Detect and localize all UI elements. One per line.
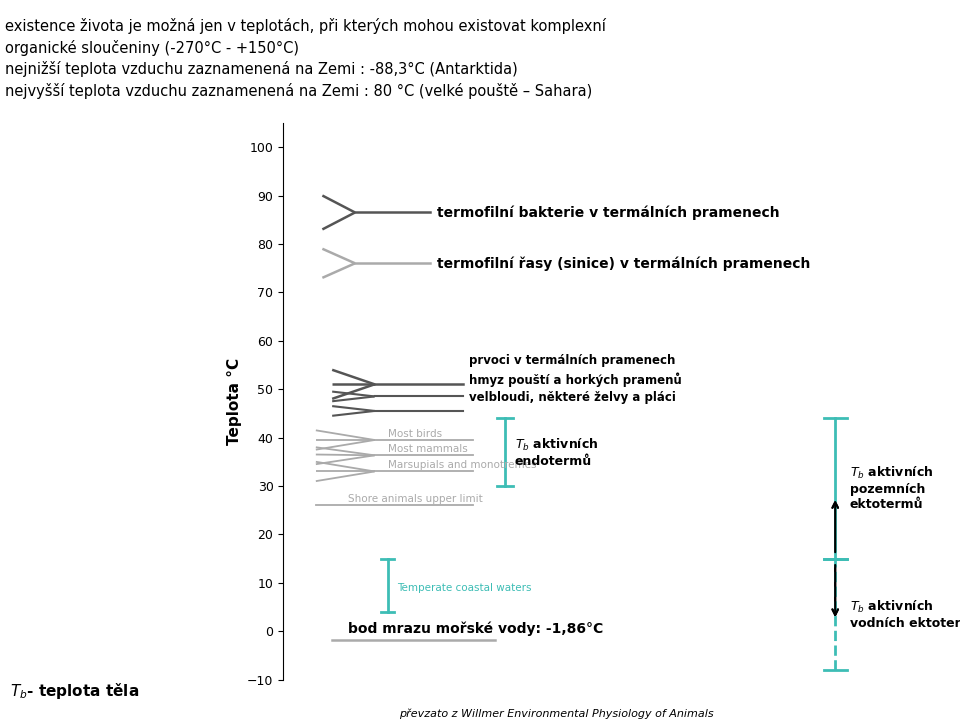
Text: nejnižší teplota vzduchu zaznamenená na Zemi : -88,3°C (Antarktida): nejnižší teplota vzduchu zaznamenená na … (5, 61, 517, 77)
Text: organické sloučeniny (-270°C - +150°C): organické sloučeniny (-270°C - +150°C) (5, 40, 299, 56)
Text: nejvyšší teplota vzduchu zaznamenená na Zemi : 80 °C (velké pouště – Sahara): nejvyšší teplota vzduchu zaznamenená na … (5, 83, 592, 99)
Text: Temperate coastal waters: Temperate coastal waters (397, 583, 532, 593)
Y-axis label: Teplota °C: Teplota °C (227, 358, 242, 445)
Text: Marsupials and monotremes: Marsupials and monotremes (388, 460, 536, 470)
Text: existence života je možná jen v teplotách, při kterých mohou existovat komplexní: existence života je možná jen v teplotác… (5, 18, 606, 34)
Text: prvoci v termálních pramenech: prvoci v termálních pramenech (469, 354, 676, 367)
Text: $T_b$ aktivních
vodních ektotermů: $T_b$ aktivních vodních ektotermů (850, 599, 960, 630)
Text: bod mrazu mořské vody: -1,86°C: bod mrazu mořské vody: -1,86°C (348, 622, 604, 636)
Text: $T_b$ aktivních
endotermů: $T_b$ aktivních endotermů (515, 437, 598, 468)
Text: velbloudi, některé želvy a pláci: velbloudi, některé želvy a pláci (469, 390, 676, 403)
Text: hmyz pouští a horkých pramenů: hmyz pouští a horkých pramenů (469, 372, 682, 387)
Text: Most mammals: Most mammals (388, 444, 468, 454)
Text: $T_b$- teplota těla: $T_b$- teplota těla (10, 681, 139, 701)
Text: termofilní bakterie v termálních pramenech: termofilní bakterie v termálních pramene… (437, 205, 780, 220)
Text: Shore animals upper limit: Shore animals upper limit (348, 494, 483, 504)
Text: Most birds: Most birds (388, 429, 442, 439)
Text: $T_b$ aktivních
pozemních
ektotermů: $T_b$ aktivních pozemních ektotermů (850, 466, 933, 511)
Text: termofilní řasy (sinice) v termálních pramenech: termofilní řasy (sinice) v termálních pr… (437, 256, 810, 270)
Text: převzato z Willmer Environmental Physiology of Animals: převzato z Willmer Environmental Physiol… (399, 709, 714, 719)
